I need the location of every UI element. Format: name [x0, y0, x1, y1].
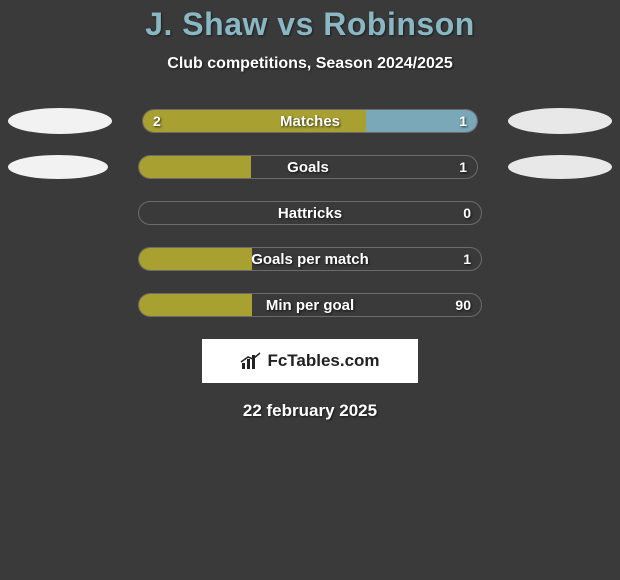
stat-row: Min per goal90 — [8, 293, 612, 317]
stat-label: Hattricks — [139, 202, 481, 224]
stat-row: Goals per match1 — [8, 247, 612, 271]
stat-value-left: 2 — [153, 110, 161, 132]
team-badge-left — [8, 108, 112, 134]
stat-bar: Goals1 — [138, 155, 478, 179]
stat-row: Goals1 — [8, 155, 612, 179]
chart-icon — [240, 351, 262, 371]
logo-text: FcTables.com — [267, 351, 379, 371]
page-title: J. Shaw vs Robinson — [0, 6, 620, 43]
stat-value-right: 1 — [459, 110, 467, 132]
stat-label: Goals per match — [139, 248, 481, 270]
comparison-card: J. Shaw vs Robinson Club competitions, S… — [0, 0, 620, 421]
stat-bar: Hattricks0 — [138, 201, 482, 225]
stat-value-right: 1 — [459, 156, 467, 178]
subtitle: Club competitions, Season 2024/2025 — [0, 55, 620, 73]
stats-rows: Matches21Goals1Hattricks0Goals per match… — [0, 109, 620, 317]
stat-value-right: 1 — [463, 248, 471, 270]
stat-bar: Min per goal90 — [138, 293, 482, 317]
team-badge-right — [508, 108, 612, 134]
stat-bar: Goals per match1 — [138, 247, 482, 271]
team-badge-right — [508, 155, 612, 179]
stat-row: Hattricks0 — [8, 201, 612, 225]
stat-label: Matches — [143, 110, 477, 132]
stat-value-right: 90 — [455, 294, 471, 316]
stat-value-right: 0 — [463, 202, 471, 224]
logo-box[interactable]: FcTables.com — [202, 339, 418, 383]
date-text: 22 february 2025 — [0, 401, 620, 421]
stat-row: Matches2 1 — [8, 109, 612, 133]
stat-bar: Matches2 1 — [142, 109, 478, 133]
stat-label: Goals — [139, 156, 477, 178]
team-badge-left — [8, 155, 108, 179]
stat-label: Min per goal — [139, 294, 481, 316]
